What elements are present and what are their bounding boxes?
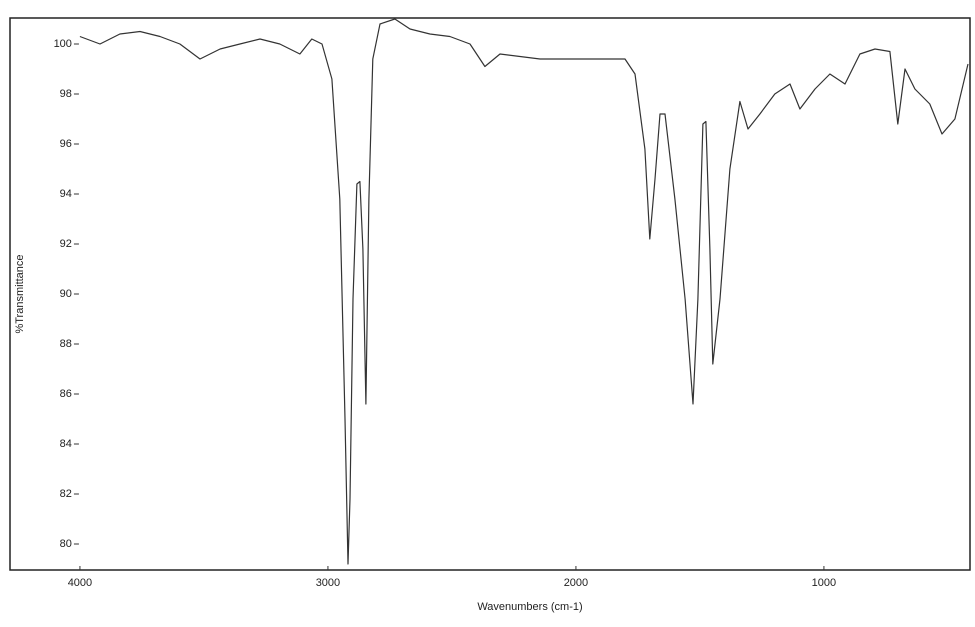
y-tick-label: 98 bbox=[60, 88, 72, 100]
spectrum-line bbox=[80, 19, 968, 564]
y-tick-label: 94 bbox=[60, 188, 72, 200]
y-tick-label: 88 bbox=[60, 338, 72, 350]
y-tick-label: 92 bbox=[60, 238, 72, 250]
x-axis-label: Wavenumbers (cm-1) bbox=[477, 601, 582, 613]
x-tick-label: 1000 bbox=[812, 577, 836, 589]
x-tick-label: 3000 bbox=[316, 577, 340, 589]
x-tick-label: 4000 bbox=[68, 577, 92, 589]
y-axis-label: %Transmittance bbox=[14, 254, 26, 333]
y-tick-label: 96 bbox=[60, 138, 72, 150]
y-tick-label: 80 bbox=[60, 538, 72, 550]
y-tick-label: 90 bbox=[60, 288, 72, 300]
y-tick-label: 82 bbox=[60, 488, 72, 500]
y-tick-label: 84 bbox=[60, 438, 72, 450]
x-tick-label: 2000 bbox=[564, 577, 588, 589]
plot-frame bbox=[10, 18, 970, 570]
y-tick-label: 86 bbox=[60, 388, 72, 400]
chart: Wavenumbers (cm-1) %Transmittance 80 82 84… bbox=[0, 0, 975, 627]
y-tick-label: 100 bbox=[54, 38, 72, 50]
